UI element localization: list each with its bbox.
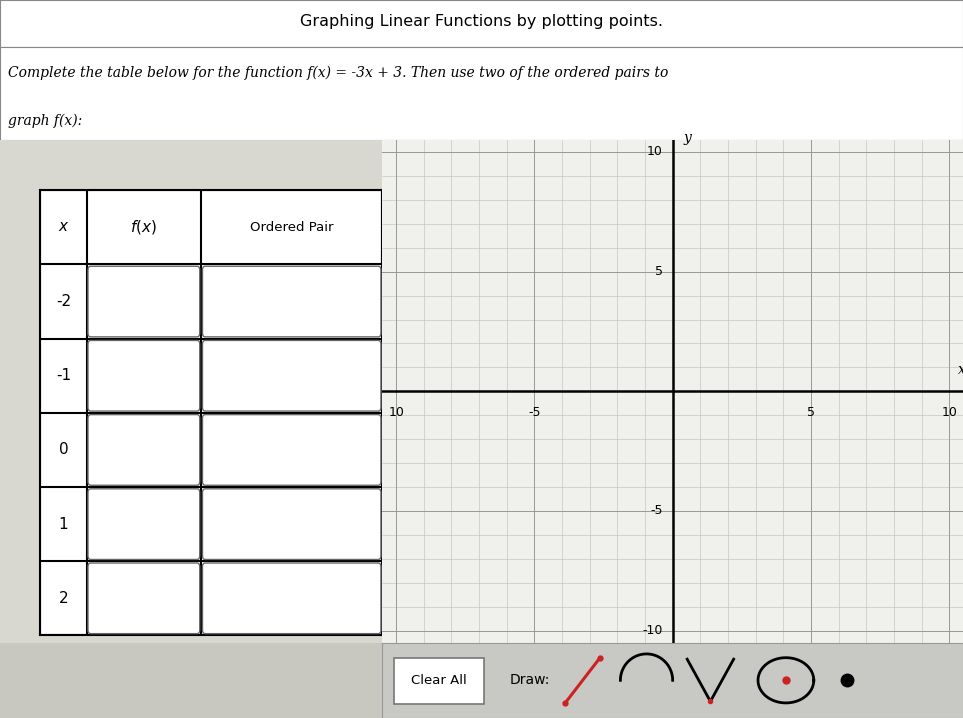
Text: Complete the table below for the function f(x) = -3x + 3. Then use two of the or: Complete the table below for the functio… [8, 65, 668, 80]
Text: -1: -1 [56, 368, 71, 383]
FancyBboxPatch shape [88, 266, 199, 337]
Text: 5: 5 [807, 406, 815, 419]
Text: Graphing Linear Functions by plotting points.: Graphing Linear Functions by plotting po… [300, 14, 663, 29]
FancyBboxPatch shape [202, 489, 381, 559]
Text: Draw:: Draw: [510, 673, 551, 687]
Text: -5: -5 [650, 505, 663, 518]
Text: $f(x)$: $f(x)$ [130, 218, 157, 236]
Text: 10: 10 [388, 406, 404, 419]
FancyBboxPatch shape [202, 266, 381, 337]
Text: 0: 0 [59, 442, 68, 457]
Text: 1: 1 [59, 517, 68, 531]
Text: $x$: $x$ [58, 220, 69, 234]
FancyBboxPatch shape [202, 414, 381, 485]
Text: 10: 10 [941, 406, 957, 419]
Text: 5: 5 [655, 265, 663, 278]
FancyBboxPatch shape [88, 414, 199, 485]
FancyBboxPatch shape [394, 658, 484, 704]
Text: Ordered Pair: Ordered Pair [250, 221, 333, 234]
FancyBboxPatch shape [88, 489, 199, 559]
Text: y: y [684, 131, 691, 145]
Text: graph f(x):: graph f(x): [8, 114, 82, 129]
Text: -2: -2 [56, 294, 71, 309]
Text: $f(x) = -3x + 3$: $f(x) = -3x + 3$ [168, 241, 289, 261]
Text: x: x [957, 363, 963, 377]
FancyBboxPatch shape [202, 340, 381, 411]
Text: -10: -10 [642, 624, 663, 637]
FancyBboxPatch shape [88, 563, 199, 634]
Text: -5: -5 [528, 406, 540, 419]
Text: 2: 2 [59, 591, 68, 606]
Text: Clear All: Clear All [411, 673, 466, 687]
Text: 10: 10 [647, 146, 663, 159]
FancyBboxPatch shape [202, 563, 381, 634]
FancyBboxPatch shape [88, 340, 199, 411]
